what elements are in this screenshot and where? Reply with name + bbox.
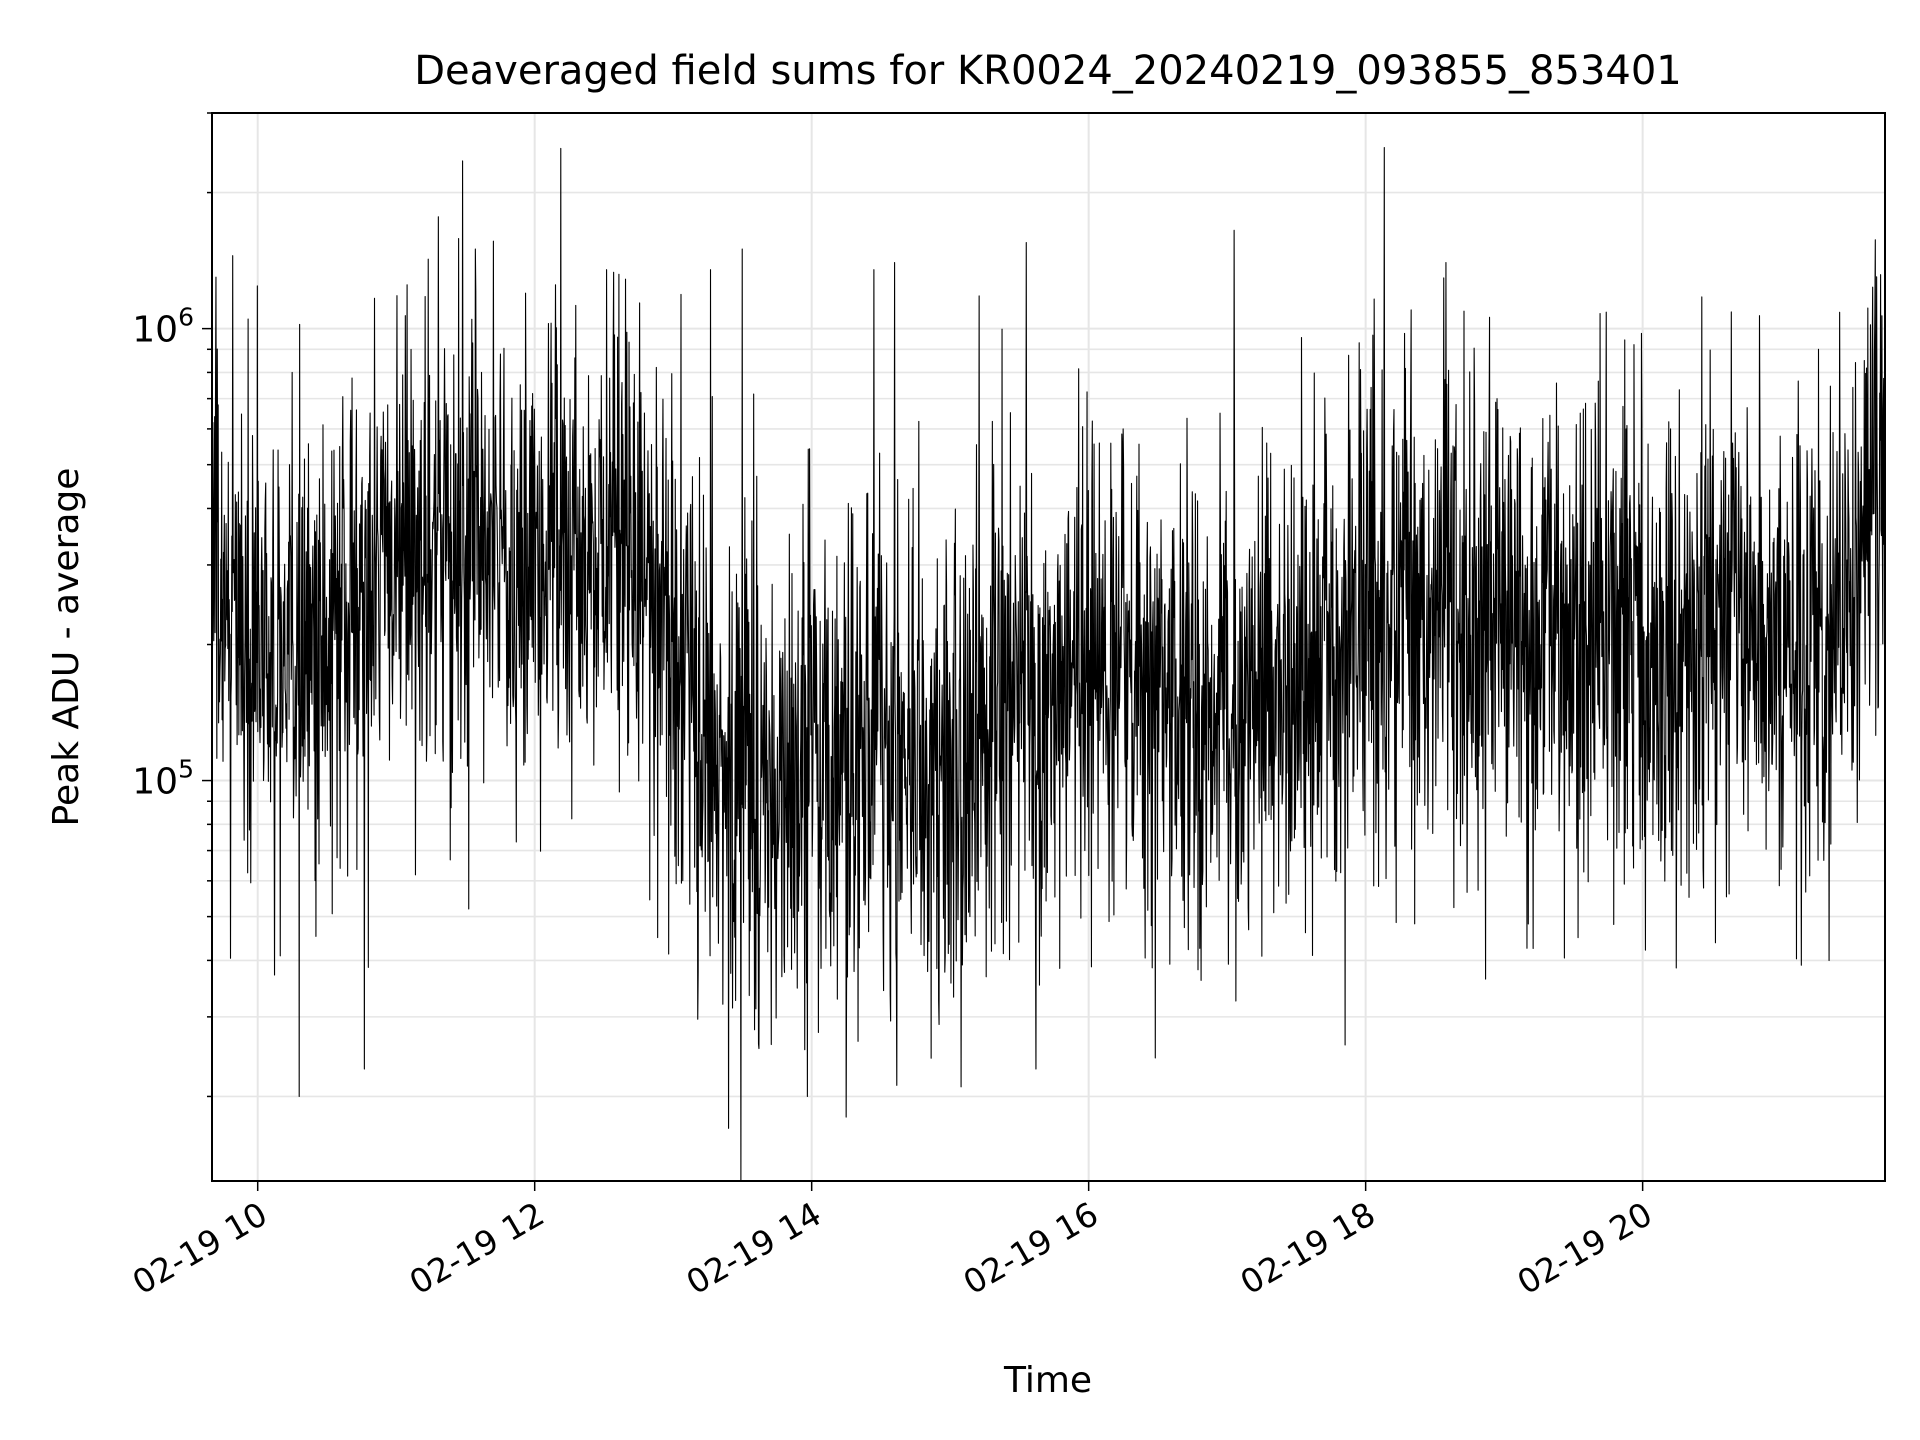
plot-frame xyxy=(211,112,1886,1182)
y-tick-label: 105 xyxy=(132,755,194,803)
y-tick-label: 106 xyxy=(132,303,194,351)
x-axis-label: Time xyxy=(1003,1360,1092,1401)
series-line-peak-adu xyxy=(211,147,1886,1182)
chart-title: Deaveraged field sums for KR0024_2024021… xyxy=(414,48,1682,94)
series-layer xyxy=(211,147,1886,1182)
y-axis-label: Peak ADU - average xyxy=(46,468,87,827)
